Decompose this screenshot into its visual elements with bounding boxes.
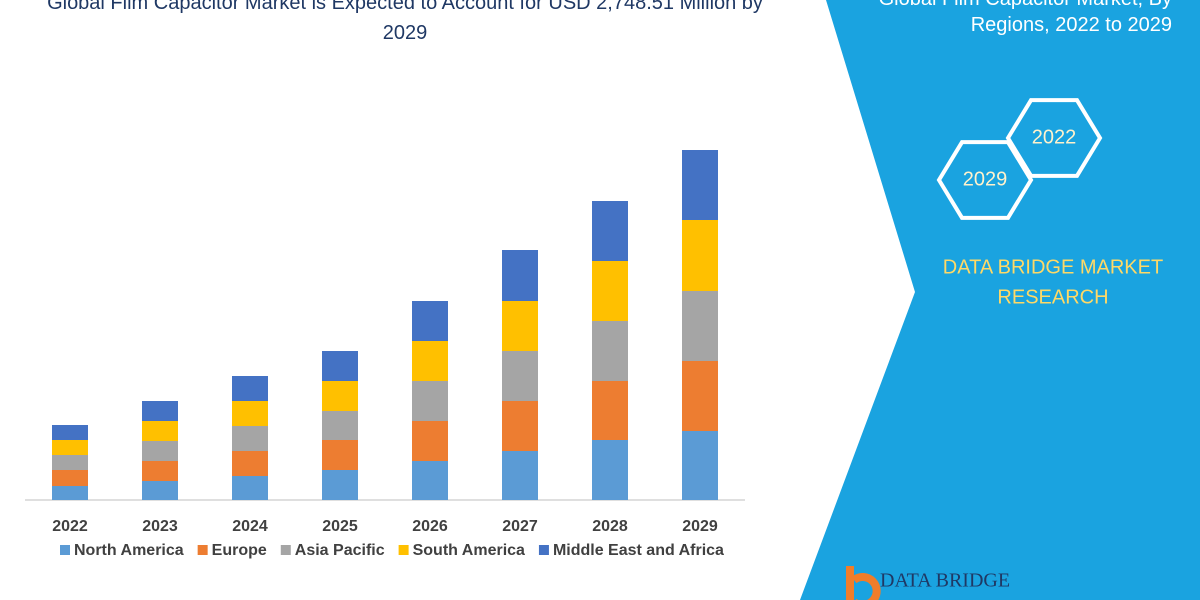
brand-text: RESEARCH — [997, 286, 1108, 308]
legend-label: North America — [74, 542, 184, 559]
bar-segment — [502, 451, 538, 500]
bar-segment — [322, 411, 358, 440]
bar-segment — [592, 261, 628, 321]
bar-segment — [592, 201, 628, 261]
bar-segment — [142, 481, 178, 500]
legend-label: Europe — [212, 542, 267, 559]
bar-segment — [412, 381, 448, 421]
bar-segment — [142, 461, 178, 481]
bar-segment — [412, 421, 448, 461]
panel-title: Global Film Capacitor Market, By Regions… — [879, 0, 1172, 36]
legend-label: South America — [413, 542, 525, 559]
bar-segment — [682, 431, 718, 500]
legend-swatch — [538, 545, 549, 555]
legend-swatch — [280, 545, 291, 555]
brand-text: DATA BRIDGE MARKET — [943, 256, 1163, 278]
bar-segment — [682, 291, 718, 361]
bar-segment — [682, 361, 718, 431]
bar-segment — [52, 470, 88, 486]
bar-segment — [502, 401, 538, 451]
chart-title: Global Film Capacitor Market is Expected… — [47, 0, 763, 44]
bar-segment — [592, 381, 628, 440]
hexagon — [936, 140, 1034, 220]
legend-swatch — [60, 545, 70, 555]
x-tick-label: 2024 — [232, 518, 268, 535]
bar-segment — [322, 470, 358, 500]
bar-segment — [232, 476, 268, 500]
logo-text: DATA BRIDGE — [880, 570, 1010, 592]
bar-segment — [322, 440, 358, 470]
bar-segment — [52, 425, 88, 440]
bar-segment — [412, 341, 448, 381]
legend-swatch — [398, 545, 409, 555]
legend-label: Asia Pacific — [295, 542, 385, 559]
bar-segment — [322, 381, 358, 411]
bar-segment — [502, 351, 538, 401]
x-tick-label: 2026 — [412, 518, 448, 535]
bar-segment — [232, 451, 268, 476]
legend-swatch — [197, 545, 208, 555]
x-tick-label: 2028 — [592, 518, 628, 535]
bar-segment — [232, 376, 268, 401]
side-panel — [800, 0, 1200, 600]
bar-segment — [232, 426, 268, 451]
x-tick-label: 2023 — [142, 518, 178, 535]
bar-segment — [412, 461, 448, 500]
hexagon-label: 2029 — [963, 168, 1008, 190]
bar-segment — [52, 455, 88, 470]
bar-segment — [142, 421, 178, 441]
logo-icon — [846, 566, 881, 600]
bar-segment — [142, 441, 178, 461]
hexagon-label: 2022 — [1032, 126, 1077, 148]
x-tick-label: 2029 — [682, 518, 718, 535]
bar-segment — [502, 250, 538, 301]
bar-segment — [682, 150, 718, 220]
bar-segment — [502, 301, 538, 351]
bar-segment — [592, 321, 628, 381]
x-tick-label: 2027 — [502, 518, 538, 535]
bar-segment — [232, 401, 268, 426]
legend-label: Middle East and Africa — [553, 542, 724, 559]
bar-segment — [322, 351, 358, 381]
x-tick-label: 2022 — [52, 518, 88, 535]
bar-segment — [52, 486, 88, 500]
bar-segment — [682, 220, 718, 291]
hexagon — [1005, 98, 1103, 178]
bar-segment — [592, 440, 628, 500]
bar-segment — [412, 301, 448, 341]
x-tick-label: 2025 — [322, 518, 358, 535]
bar-segment — [142, 401, 178, 421]
bar-segment — [52, 440, 88, 455]
